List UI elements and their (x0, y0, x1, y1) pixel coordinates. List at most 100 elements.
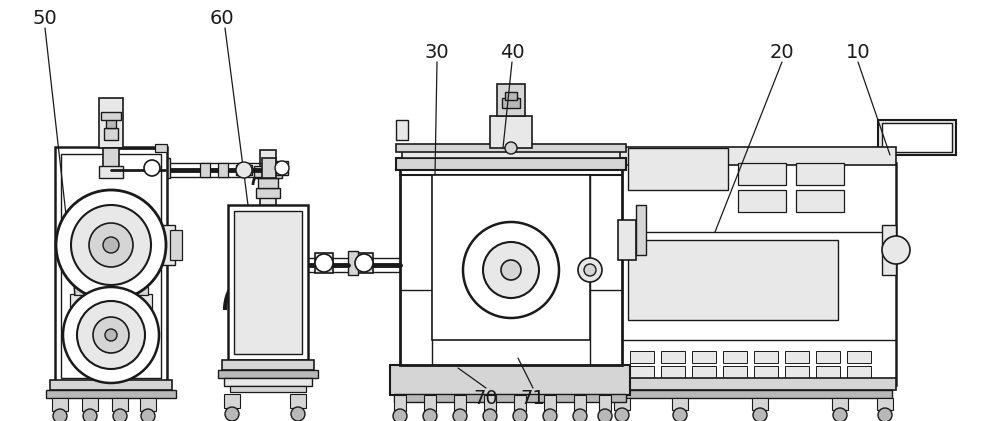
Bar (222, 360, 314, 370)
Bar (785, 366, 809, 378)
Bar (112, 398, 128, 411)
Circle shape (513, 409, 527, 421)
Bar (218, 163, 228, 177)
Bar (752, 398, 768, 410)
Bar (260, 150, 276, 205)
Bar (140, 398, 156, 411)
Bar (877, 398, 893, 410)
Bar (74, 287, 148, 295)
Circle shape (93, 317, 129, 353)
Bar (614, 398, 630, 410)
Circle shape (291, 407, 305, 421)
Bar (170, 230, 182, 260)
Bar (52, 398, 68, 411)
Bar (256, 188, 280, 198)
Circle shape (543, 409, 557, 421)
Bar (505, 92, 517, 100)
Circle shape (63, 287, 159, 383)
Bar (816, 366, 840, 378)
Circle shape (77, 301, 145, 369)
Bar (254, 166, 282, 178)
Bar (738, 163, 786, 185)
Circle shape (573, 409, 587, 421)
Bar (155, 144, 167, 152)
Circle shape (453, 409, 467, 421)
Bar (234, 211, 302, 354)
Text: 70: 70 (474, 389, 498, 408)
Bar (46, 390, 176, 398)
Bar (614, 390, 892, 398)
Bar (574, 395, 586, 411)
Bar (400, 165, 622, 365)
Bar (348, 251, 358, 275)
Bar (99, 98, 123, 148)
Text: 30: 30 (425, 43, 449, 61)
Circle shape (103, 237, 119, 253)
Circle shape (578, 258, 602, 282)
Bar (290, 394, 306, 408)
Bar (599, 395, 611, 411)
Bar (502, 98, 520, 108)
Bar (424, 395, 436, 411)
Text: 60: 60 (210, 8, 234, 27)
Bar (484, 395, 496, 411)
Bar (618, 163, 896, 385)
Bar (236, 165, 252, 175)
Bar (394, 395, 406, 411)
Circle shape (423, 409, 437, 421)
Circle shape (275, 161, 289, 175)
Circle shape (225, 407, 239, 421)
Bar (158, 158, 170, 178)
Circle shape (833, 408, 847, 421)
Bar (847, 351, 871, 363)
Bar (630, 351, 654, 363)
Circle shape (673, 408, 687, 421)
Bar (785, 351, 809, 363)
Bar (882, 123, 952, 152)
Circle shape (71, 205, 151, 285)
Bar (878, 120, 956, 155)
Text: 50: 50 (33, 8, 57, 27)
Bar (692, 366, 716, 378)
Circle shape (505, 142, 517, 154)
Circle shape (83, 409, 97, 421)
Text: 10: 10 (846, 43, 870, 61)
Bar (454, 395, 466, 411)
Bar (497, 84, 525, 116)
Bar (230, 386, 306, 392)
Bar (630, 366, 654, 378)
Bar (355, 253, 373, 273)
Circle shape (483, 409, 497, 421)
Bar (61, 154, 161, 378)
Bar (796, 163, 844, 185)
Bar (315, 253, 333, 273)
Bar (260, 336, 280, 344)
Bar (754, 366, 778, 378)
Circle shape (355, 254, 373, 272)
Text: 20: 20 (770, 43, 794, 61)
Bar (672, 398, 688, 410)
Bar (636, 205, 646, 255)
Bar (103, 148, 119, 168)
Bar (55, 147, 167, 385)
Bar (396, 144, 626, 152)
Bar (82, 398, 98, 411)
Bar (106, 116, 116, 128)
Circle shape (598, 409, 612, 421)
Circle shape (501, 260, 521, 280)
Bar (402, 146, 620, 158)
Bar (723, 351, 747, 363)
Circle shape (141, 409, 155, 421)
Circle shape (105, 329, 117, 341)
Bar (816, 351, 840, 363)
Bar (290, 256, 300, 270)
Circle shape (483, 242, 539, 298)
Circle shape (615, 408, 629, 421)
Bar (618, 147, 896, 165)
Bar (628, 240, 838, 320)
Bar (200, 163, 210, 177)
Bar (618, 220, 636, 260)
Text: 40: 40 (500, 43, 524, 61)
Bar (262, 318, 278, 330)
Bar (661, 351, 685, 363)
